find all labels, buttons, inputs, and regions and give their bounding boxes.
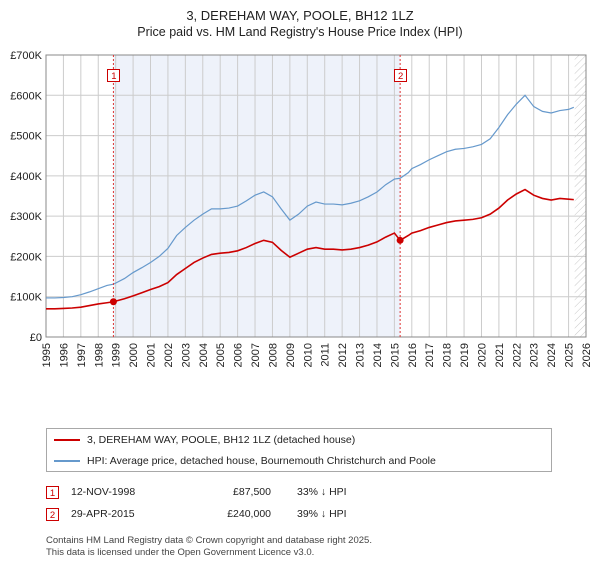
title-line-2: Price paid vs. HM Land Registry's House … [137, 25, 463, 39]
svg-text:£300K: £300K [10, 211, 42, 223]
svg-text:2026: 2026 [581, 343, 593, 367]
sale-hpi-1: 33% ↓ HPI [297, 486, 347, 498]
legend-item-hpi: HPI: Average price, detached house, Bour… [47, 450, 551, 471]
svg-text:2019: 2019 [459, 343, 471, 367]
svg-text:2021: 2021 [494, 343, 506, 367]
footer-line-1: Contains HM Land Registry data © Crown c… [46, 535, 372, 546]
svg-text:2025: 2025 [564, 343, 576, 367]
svg-text:2015: 2015 [389, 343, 401, 367]
svg-text:2017: 2017 [424, 343, 436, 367]
svg-text:2004: 2004 [198, 343, 210, 367]
sale-marker-1: 1 [107, 69, 121, 82]
legend-label-property: 3, DEREHAM WAY, POOLE, BH12 1LZ (detache… [87, 433, 356, 446]
sale-index-1: 1 [46, 485, 59, 499]
svg-text:2022: 2022 [511, 343, 523, 367]
sale-marker-2: 2 [394, 69, 408, 82]
svg-text:2014: 2014 [372, 343, 384, 367]
svg-text:2002: 2002 [163, 343, 175, 367]
price-chart: £0 £100K £200K £300K £400K £500K £600K £700K 199… [0, 47, 600, 387]
svg-text:£700K: £700K [10, 50, 42, 62]
svg-text:1997: 1997 [76, 343, 88, 367]
page-title: 3, DEREHAM WAY, POOLE, BH12 1LZ Price pa… [0, 7, 600, 41]
svg-text:2024: 2024 [546, 343, 558, 367]
svg-text:£0: £0 [30, 332, 42, 344]
svg-text:2023: 2023 [529, 343, 541, 367]
sale-hpi-2: 39% ↓ HPI [297, 508, 347, 520]
sale-price-2: £240,000 [227, 508, 271, 520]
sale-row-2: 2 29-APR-2015 £240,000 39% ↓ HPI [46, 503, 552, 525]
footer-line-2: This data is licensed under the Open Gov… [46, 547, 315, 558]
svg-text:2007: 2007 [250, 343, 262, 367]
title-line-1: 3, DEREHAM WAY, POOLE, BH12 1LZ [186, 8, 414, 23]
svg-text:2013: 2013 [355, 343, 367, 367]
svg-text:2008: 2008 [267, 343, 279, 367]
svg-text:£100K: £100K [10, 292, 42, 304]
svg-text:£600K: £600K [10, 90, 42, 102]
svg-text:1998: 1998 [93, 343, 105, 367]
sale-date-1: 12-NOV-1998 [71, 486, 136, 498]
footer-attribution: Contains HM Land Registry data © Crown c… [46, 535, 586, 559]
svg-text:2016: 2016 [407, 343, 419, 367]
svg-text:2010: 2010 [302, 343, 314, 367]
svg-text:1995: 1995 [41, 343, 53, 367]
svg-text:£500K: £500K [10, 131, 42, 143]
svg-text:2018: 2018 [442, 343, 454, 367]
svg-text:1999: 1999 [111, 343, 123, 367]
legend-swatch-hpi [54, 459, 80, 462]
svg-text:2001: 2001 [146, 343, 158, 367]
sale-index-2: 2 [46, 507, 59, 521]
svg-text:2006: 2006 [233, 343, 245, 367]
sales-table: 1 12-NOV-1998 £87,500 33% ↓ HPI 2 29-APR… [46, 481, 552, 525]
sale-date-2: 29-APR-2015 [71, 508, 135, 520]
sale-row-1: 1 12-NOV-1998 £87,500 33% ↓ HPI [46, 481, 552, 503]
svg-text:£400K: £400K [10, 171, 42, 183]
svg-text:2012: 2012 [337, 343, 349, 367]
svg-text:2005: 2005 [215, 343, 227, 367]
legend-label-hpi: HPI: Average price, detached house, Bour… [87, 454, 436, 467]
chart-legend: 3, DEREHAM WAY, POOLE, BH12 1LZ (detache… [46, 428, 552, 472]
svg-text:2011: 2011 [320, 343, 332, 367]
svg-text:2020: 2020 [476, 343, 488, 367]
svg-text:2009: 2009 [285, 343, 297, 367]
chart-svg: £0 £100K £200K £300K £400K £500K £600K £700K 199… [10, 50, 593, 367]
sale-price-1: £87,500 [233, 486, 271, 498]
svg-text:£200K: £200K [10, 251, 42, 263]
legend-swatch-property [54, 438, 80, 441]
legend-item-property: 3, DEREHAM WAY, POOLE, BH12 1LZ (detache… [47, 429, 551, 450]
svg-text:1996: 1996 [58, 343, 70, 367]
svg-text:2000: 2000 [128, 343, 140, 367]
svg-text:2003: 2003 [180, 343, 192, 367]
